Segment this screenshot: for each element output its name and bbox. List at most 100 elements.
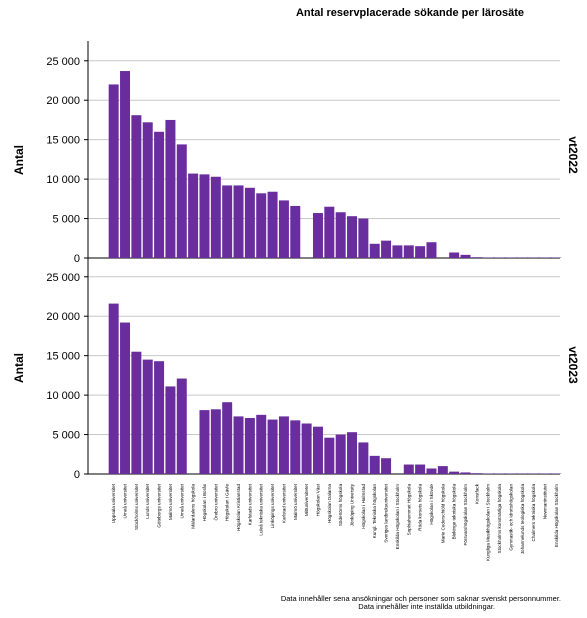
bar-vt2022 bbox=[154, 131, 165, 258]
bar-vt2023 bbox=[358, 442, 369, 474]
bar-vt2022 bbox=[415, 246, 426, 258]
x-tick-label: Konstfack bbox=[474, 483, 479, 504]
bar-vt2022 bbox=[460, 254, 471, 258]
bar-vt2023 bbox=[290, 420, 301, 474]
bar-vt2022 bbox=[233, 185, 244, 258]
x-tick-label: Sophiahemmet Högskola bbox=[406, 484, 411, 536]
x-tick-label: Mälardalens högskola bbox=[191, 484, 196, 529]
bar-vt2022 bbox=[142, 122, 153, 258]
x-tick-label: Södertörns högskola bbox=[338, 484, 343, 527]
bar-vt2022 bbox=[222, 185, 233, 258]
bar-vt2022 bbox=[347, 216, 358, 258]
bar-vt2022 bbox=[165, 119, 176, 258]
bar-vt2023 bbox=[154, 361, 165, 474]
bar-vt2022 bbox=[244, 187, 255, 258]
footnote-line-2: Data innehåller inte inställda utbildnin… bbox=[358, 602, 495, 611]
bar-vt2022 bbox=[471, 257, 482, 258]
panel-vt2022: 0 5 000 10 000 15 000 20 000 25 000 bbox=[46, 41, 562, 265]
bar-vt2023 bbox=[415, 464, 426, 474]
bar-vt2023 bbox=[437, 466, 448, 474]
x-tick-label: Försvarshögskolan Stockholm bbox=[463, 484, 468, 546]
x-tick-label: Göteborgs universitet bbox=[157, 483, 162, 527]
bar-vt2022 bbox=[176, 144, 187, 258]
x-tick-label: Uppsala universitet bbox=[111, 483, 116, 523]
x-tick-label: Högskolan i Borås bbox=[201, 483, 207, 521]
bar-vt2023 bbox=[347, 432, 358, 474]
chart-title: Antal reservplacerade sökande per lärosä… bbox=[296, 7, 524, 19]
bar-vt2023 bbox=[369, 455, 380, 474]
bar-vt2022 bbox=[335, 212, 346, 258]
x-tick-label: Johannelunds teologiska högskola bbox=[520, 484, 525, 555]
bar-vt2023 bbox=[199, 410, 210, 474]
y-tick-label: 5 000 bbox=[52, 430, 80, 442]
x-tick-label: Högskolan i Skövde bbox=[429, 484, 434, 525]
x-tick-label: Stockholms konstnärliga högskola bbox=[497, 484, 502, 554]
bar-vt2023 bbox=[471, 473, 482, 474]
bar-vt2023 bbox=[233, 416, 244, 474]
y-tick-label: 10 000 bbox=[46, 390, 80, 402]
bar-vt2023 bbox=[131, 351, 142, 474]
x-tick-label: Malmö universitet bbox=[168, 483, 173, 520]
x-tick-label: Kungliga Musikhögskolan i Stockholm bbox=[486, 484, 491, 561]
bar-vt2023 bbox=[278, 416, 289, 474]
bar-vt2023 bbox=[381, 458, 392, 474]
x-tick-label: Marie Cederschiöld högskola bbox=[440, 484, 445, 544]
y-axis-label-vt2023: Antal bbox=[12, 353, 26, 383]
x-tick-label: Örebro universitet bbox=[212, 483, 218, 520]
x-tick-label: Högskolan i Halmstad bbox=[361, 484, 366, 529]
bar-vt2023 bbox=[449, 471, 460, 474]
y-tick-label: 25 000 bbox=[46, 272, 80, 284]
bar-vt2022 bbox=[290, 205, 301, 258]
x-tick-label: Blekinge tekniska högskola bbox=[452, 484, 457, 540]
x-tick-label: Newmaninstitutet bbox=[542, 483, 547, 519]
y-tick-label: 15 000 bbox=[46, 351, 80, 363]
bar-vt2022 bbox=[369, 243, 380, 258]
x-tick-label: Umeå universitet bbox=[178, 483, 184, 518]
bar-vt2022 bbox=[278, 200, 289, 258]
bar-vt2023 bbox=[142, 359, 153, 474]
bar-vt2023 bbox=[426, 468, 437, 474]
y-tick-label: 20 000 bbox=[46, 311, 80, 323]
x-tick-label: Enskilda Högskolan Stockholm bbox=[554, 484, 559, 547]
bar-vt2023 bbox=[222, 402, 233, 474]
x-tick-label: Röda korsets högskola bbox=[418, 484, 423, 531]
bar-vt2022 bbox=[256, 193, 267, 258]
footnote-line-1: Data innehåller sena ansökningar och per… bbox=[281, 594, 561, 603]
x-tick-label: Gymnastik- och idrottshögskolan bbox=[508, 484, 513, 551]
bar-vt2023 bbox=[108, 303, 119, 474]
x-tick-label: Malmö universitet bbox=[293, 483, 298, 520]
bar-vt2023 bbox=[210, 409, 221, 474]
y-tick-label: 10 000 bbox=[46, 174, 80, 186]
x-axis-category-labels: Uppsala universitet Umeå universitet Stock… bbox=[111, 483, 559, 561]
bar-vt2023 bbox=[267, 419, 278, 474]
panel-label-vt2022: vt2022 bbox=[566, 136, 580, 174]
x-tick-label: Högskolan Dalarna bbox=[327, 484, 332, 524]
x-tick-label: Kungl. Tekniska högskolan bbox=[372, 484, 377, 539]
bar-vt2022 bbox=[381, 240, 392, 258]
x-tick-label: Lunds universitet bbox=[145, 483, 150, 518]
x-tick-label: Karlstads universitet bbox=[247, 483, 252, 525]
bar-vt2023 bbox=[165, 386, 176, 474]
x-tick-label: Högskolan Kristianstad bbox=[236, 484, 241, 531]
bar-vt2023 bbox=[176, 378, 187, 474]
bar-vt2022 bbox=[426, 242, 437, 258]
y-tick-label: 20 000 bbox=[46, 95, 80, 107]
bar-vt2023 bbox=[324, 437, 335, 474]
bar-vt2023 bbox=[335, 434, 346, 474]
x-tick-label: Enskilda Högskolan i Stockholm bbox=[395, 484, 400, 550]
y-tick-label: 25 000 bbox=[46, 56, 80, 68]
bar-vt2023 bbox=[120, 322, 131, 474]
y-tick-label: 5 000 bbox=[52, 214, 80, 226]
bar-vt2023 bbox=[301, 423, 312, 474]
bar-vt2023 bbox=[312, 426, 323, 474]
bar-vt2022 bbox=[188, 173, 199, 258]
y-axis-label-vt2022: Antal bbox=[12, 145, 26, 175]
bar-vt2022 bbox=[403, 245, 414, 258]
x-tick-label: Sveriges lantbruksuniversitet bbox=[384, 483, 389, 542]
bar-vt2022 bbox=[392, 245, 403, 258]
x-tick-label: Mittuniversitetet bbox=[304, 483, 309, 516]
bar-vt2023 bbox=[256, 414, 267, 474]
panel-label-vt2023: vt2023 bbox=[566, 346, 580, 384]
bar-vt2022 bbox=[324, 206, 335, 258]
